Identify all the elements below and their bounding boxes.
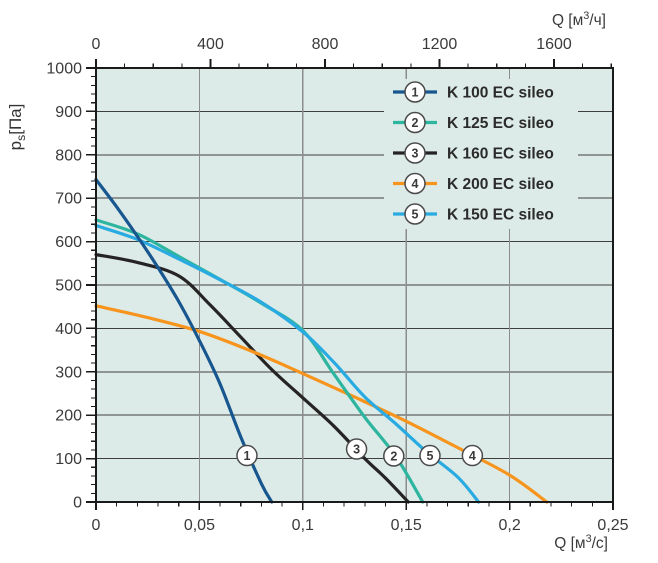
legend-number-circle [404, 142, 426, 164]
curve-k-200-ec-sileo [94, 304, 549, 504]
y-tick-label: 800 [55, 147, 82, 164]
x-bottom-tick-label: 0 [92, 517, 101, 534]
legend-number-label: 4 [412, 177, 419, 191]
x-bottom-axis-title: Q [м3​/с] [554, 533, 608, 552]
curve-marker-3: 3 [345, 438, 368, 460]
curve-number-label: 2 [390, 449, 397, 463]
x-bottom-tick-label: 0,05 [184, 517, 215, 534]
plot-border [95, 67, 614, 503]
legend-number-label: 2 [412, 116, 419, 130]
legend-number-label: 3 [412, 147, 419, 161]
y-tick-label: 300 [55, 364, 82, 381]
legend-label: K 160 EC sileo [447, 146, 554, 163]
curve-number-label: 1 [243, 449, 250, 463]
y-tick-label: 700 [55, 191, 82, 208]
curve-number-circle [236, 444, 258, 467]
gridlines [96, 68, 613, 502]
curve-number-circle [345, 438, 368, 460]
y-tick-label: 1000 [46, 61, 82, 78]
x-top-axis-title: Q [м3​/ч] [552, 10, 606, 29]
legend-number-circle [404, 203, 426, 225]
x-top-tick-label: 800 [312, 36, 339, 53]
legend-item-k-200-ec-sileo: 4 K 200 EC sileo [393, 172, 554, 195]
x-top-tick-label: 1600 [536, 36, 572, 53]
legend-label: K 150 EC sileo [447, 207, 554, 224]
y-tick-label: 0 [73, 495, 82, 512]
x-top-tick-label: 400 [197, 36, 224, 53]
x-bottom-tick-label: 0,15 [391, 517, 422, 534]
x-bottom-tick-label: 0,25 [597, 517, 628, 534]
legend-number-circle [404, 81, 426, 103]
y-tick-label: 500 [55, 278, 82, 295]
legend-label: K 100 EC sileo [447, 85, 554, 102]
legend-number-circle [404, 172, 426, 195]
curve-marker-4: 4 [461, 444, 484, 467]
y-tick-label: 400 [55, 321, 82, 338]
y-tick-label: 600 [55, 234, 82, 251]
y-tick-label: 200 [55, 408, 82, 425]
curve-k-160-ec-sileo [94, 253, 410, 504]
x-bottom-tick-label: 0,2 [498, 517, 520, 534]
curve-marker-2: 2 [383, 445, 405, 467]
legend-number-circle [404, 111, 426, 134]
curve-markers: 1 2 3 4 5 [236, 438, 484, 467]
tick-labels: 0 100 200 300 400 500 600 700 800 900 1000 0 0,05 0,1… [46, 36, 628, 534]
legend-item-k-160-ec-sileo: 3 K 160 EC sileo [393, 142, 554, 164]
legend-item-k-100-ec-sileo: 1 K 100 EC sileo [393, 81, 554, 103]
curve-number-label: 4 [469, 449, 476, 463]
legend-item-k-125-ec-sileo: 2 K 125 EC sileo [393, 111, 554, 134]
legend-label: K 125 EC sileo [447, 115, 554, 132]
x-bottom-tick-label: 0,1 [292, 517, 314, 534]
curve-number-label: 5 [427, 449, 434, 463]
legend-item-k-150-ec-sileo: 5 K 150 EC sileo [393, 203, 554, 225]
x-top-tick-label: 0 [92, 36, 101, 53]
curve-number-circle [419, 444, 441, 467]
curve-marker-1: 1 [236, 444, 258, 467]
curve-number-circle [461, 444, 484, 467]
legend-label: K 200 EC sileo [447, 176, 554, 193]
y-tick-label: 100 [55, 451, 82, 468]
legend-number-label: 1 [412, 86, 419, 100]
y-axis-title: ps​[Па] [6, 104, 28, 151]
curve-number-circle [383, 445, 405, 467]
y-tick-label: 900 [55, 104, 82, 121]
legend: 1 K 100 EC sileo 2 K 125 EC sileo 3 K 160 EC … [384, 79, 578, 229]
curve-marker-5: 5 [419, 444, 441, 467]
curve-number-label: 3 [353, 443, 360, 457]
x-top-tick-label: 1200 [422, 36, 458, 53]
legend-number-label: 5 [412, 208, 419, 222]
